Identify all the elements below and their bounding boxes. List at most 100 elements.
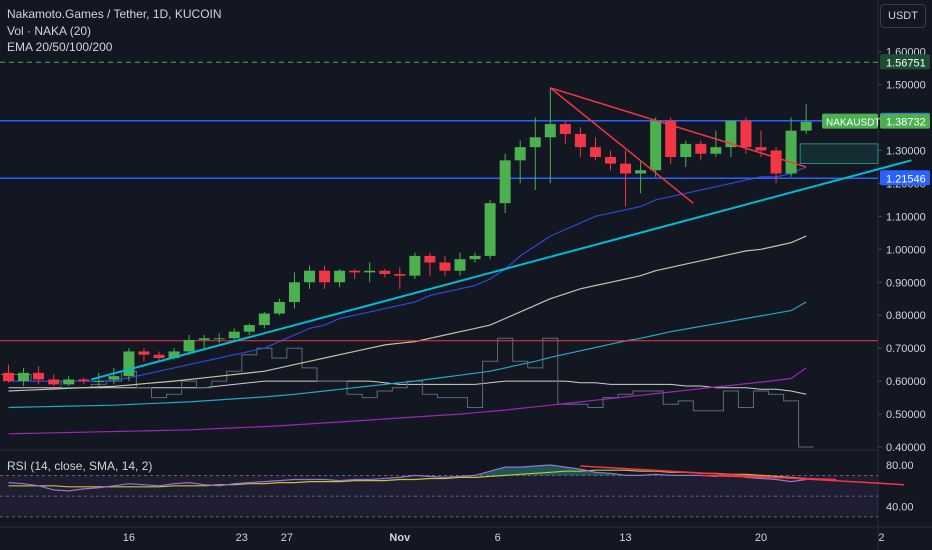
candle-body (33, 372, 45, 380)
candle-body (665, 120, 677, 158)
rsi-trendline (700, 474, 837, 481)
candle-body (725, 120, 737, 148)
volume-legend: Vol · NAKA (20) (7, 24, 92, 38)
candle-body (334, 270, 346, 283)
symbol-tag-box (822, 113, 878, 129)
candle-body (439, 262, 451, 271)
symbol-legend: Nakamoto.Games / Tether, 1D, KUCOIN (7, 7, 222, 21)
candle-body (258, 313, 270, 326)
candle-body (785, 130, 797, 174)
candle-body (469, 255, 481, 260)
ema-200-line (8, 367, 807, 435)
rsi-sma-line (8, 469, 807, 488)
price-label-text: 1.21546 (886, 173, 926, 185)
candle-body (123, 351, 135, 377)
candle-body (454, 259, 466, 271)
candle-body (228, 331, 240, 339)
candle-body (680, 143, 692, 158)
candle-body (288, 282, 300, 303)
candle-body (364, 270, 376, 273)
candle-body (153, 354, 165, 359)
price-tick-label: 1.00000 (886, 244, 926, 256)
price-tick-label: 0.80000 (886, 310, 926, 322)
candle-body (529, 137, 541, 148)
price-tick-label: 0.90000 (886, 277, 926, 289)
price-tick-label: 0.70000 (886, 343, 926, 355)
candle-body (695, 143, 707, 154)
price-label-box (880, 170, 930, 186)
price-label-box (880, 113, 930, 129)
candle-body (108, 376, 120, 380)
price-label-box (880, 54, 930, 70)
candle-body (620, 163, 632, 174)
rsi-tick-label: 40.00 (886, 502, 914, 514)
rsi-line (8, 464, 807, 492)
position-box (799, 143, 879, 165)
candle-body (605, 157, 616, 164)
support-trendline (91, 159, 912, 381)
price-tick-label: 1.10000 (886, 211, 926, 223)
time-tick-label: 23 (236, 532, 248, 544)
price-tick-label: 0.50000 (886, 409, 926, 421)
price-label-text: 1.38732 (886, 117, 926, 129)
candle-body (484, 203, 496, 256)
candle-body (138, 351, 150, 355)
candle-body (304, 270, 315, 283)
price-tick-label: 0.60000 (886, 376, 926, 388)
candle-body (349, 270, 361, 273)
candle-body (409, 255, 421, 276)
time-tick-label: Nov (389, 532, 411, 544)
candle-body (770, 150, 782, 174)
candle-body (574, 133, 586, 148)
candle-body (18, 372, 30, 382)
candle-body (63, 379, 75, 385)
resistance-trendline (549, 87, 694, 204)
ema-20-line (8, 166, 807, 382)
candle-body (544, 124, 556, 138)
price-tick-label: 1.30000 (886, 145, 926, 157)
symbol-tag-label: NAKAUSDT (826, 118, 880, 129)
candle-body (48, 379, 60, 385)
candle-body (394, 274, 406, 276)
ema-100-line (8, 301, 807, 409)
time-tick-label: 16 (123, 532, 135, 544)
candle-body (514, 147, 526, 161)
price-tick-label: 1.50000 (886, 80, 926, 92)
price-label-text: 1.56751 (886, 57, 926, 69)
resistance-trendline (550, 87, 807, 168)
candle-body (635, 170, 647, 174)
ema-legend: EMA 20/50/100/200 (7, 40, 113, 54)
candle-body (93, 381, 105, 383)
candle-body (499, 160, 511, 204)
time-tick-label: 13 (619, 532, 631, 544)
price-tick-label: 0.40000 (886, 442, 926, 454)
ema-50-line (8, 235, 807, 392)
time-tick-label: 27 (281, 532, 293, 544)
candle-body (183, 339, 195, 352)
candle-body (243, 325, 255, 332)
time-tick-label: 20 (755, 532, 767, 544)
time-tick-label: 2 (878, 532, 884, 544)
candle-body (168, 351, 180, 359)
currency-button[interactable]: USDT (880, 4, 926, 28)
candle-body (78, 379, 90, 382)
rsi-tick-label: 80.00 (886, 460, 914, 472)
candle-body (3, 372, 14, 382)
candle-body (319, 270, 331, 283)
candle-body (198, 338, 210, 340)
candle-body (650, 120, 662, 171)
rsi-title: RSI (14, close, SMA, 14, 2) (7, 459, 152, 473)
rsi-trendline (580, 465, 905, 486)
volume-step-line (1, 337, 814, 448)
candle-body (800, 121, 812, 131)
candle-body (273, 302, 285, 314)
candle-body (710, 147, 722, 154)
candle-body (755, 147, 767, 151)
candle-body (379, 270, 391, 275)
candle-body (559, 124, 571, 134)
time-tick-label: 6 (495, 532, 501, 544)
candle-body (589, 147, 601, 158)
candle-body (213, 338, 225, 340)
rsi-pane (0, 450, 878, 527)
